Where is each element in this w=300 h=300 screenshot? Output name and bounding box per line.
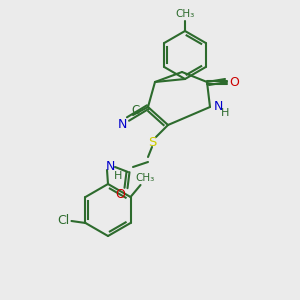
Text: C: C <box>131 104 139 118</box>
Text: Cl: Cl <box>57 214 70 227</box>
Text: N: N <box>117 118 127 130</box>
Text: H: H <box>114 171 122 181</box>
Text: CH₃: CH₃ <box>176 9 195 19</box>
Text: S: S <box>148 136 156 148</box>
Text: N: N <box>105 160 115 173</box>
Text: O: O <box>115 188 125 200</box>
Text: H: H <box>221 108 229 118</box>
Text: O: O <box>229 76 239 88</box>
Text: N: N <box>213 100 223 112</box>
Text: CH₃: CH₃ <box>135 173 154 183</box>
